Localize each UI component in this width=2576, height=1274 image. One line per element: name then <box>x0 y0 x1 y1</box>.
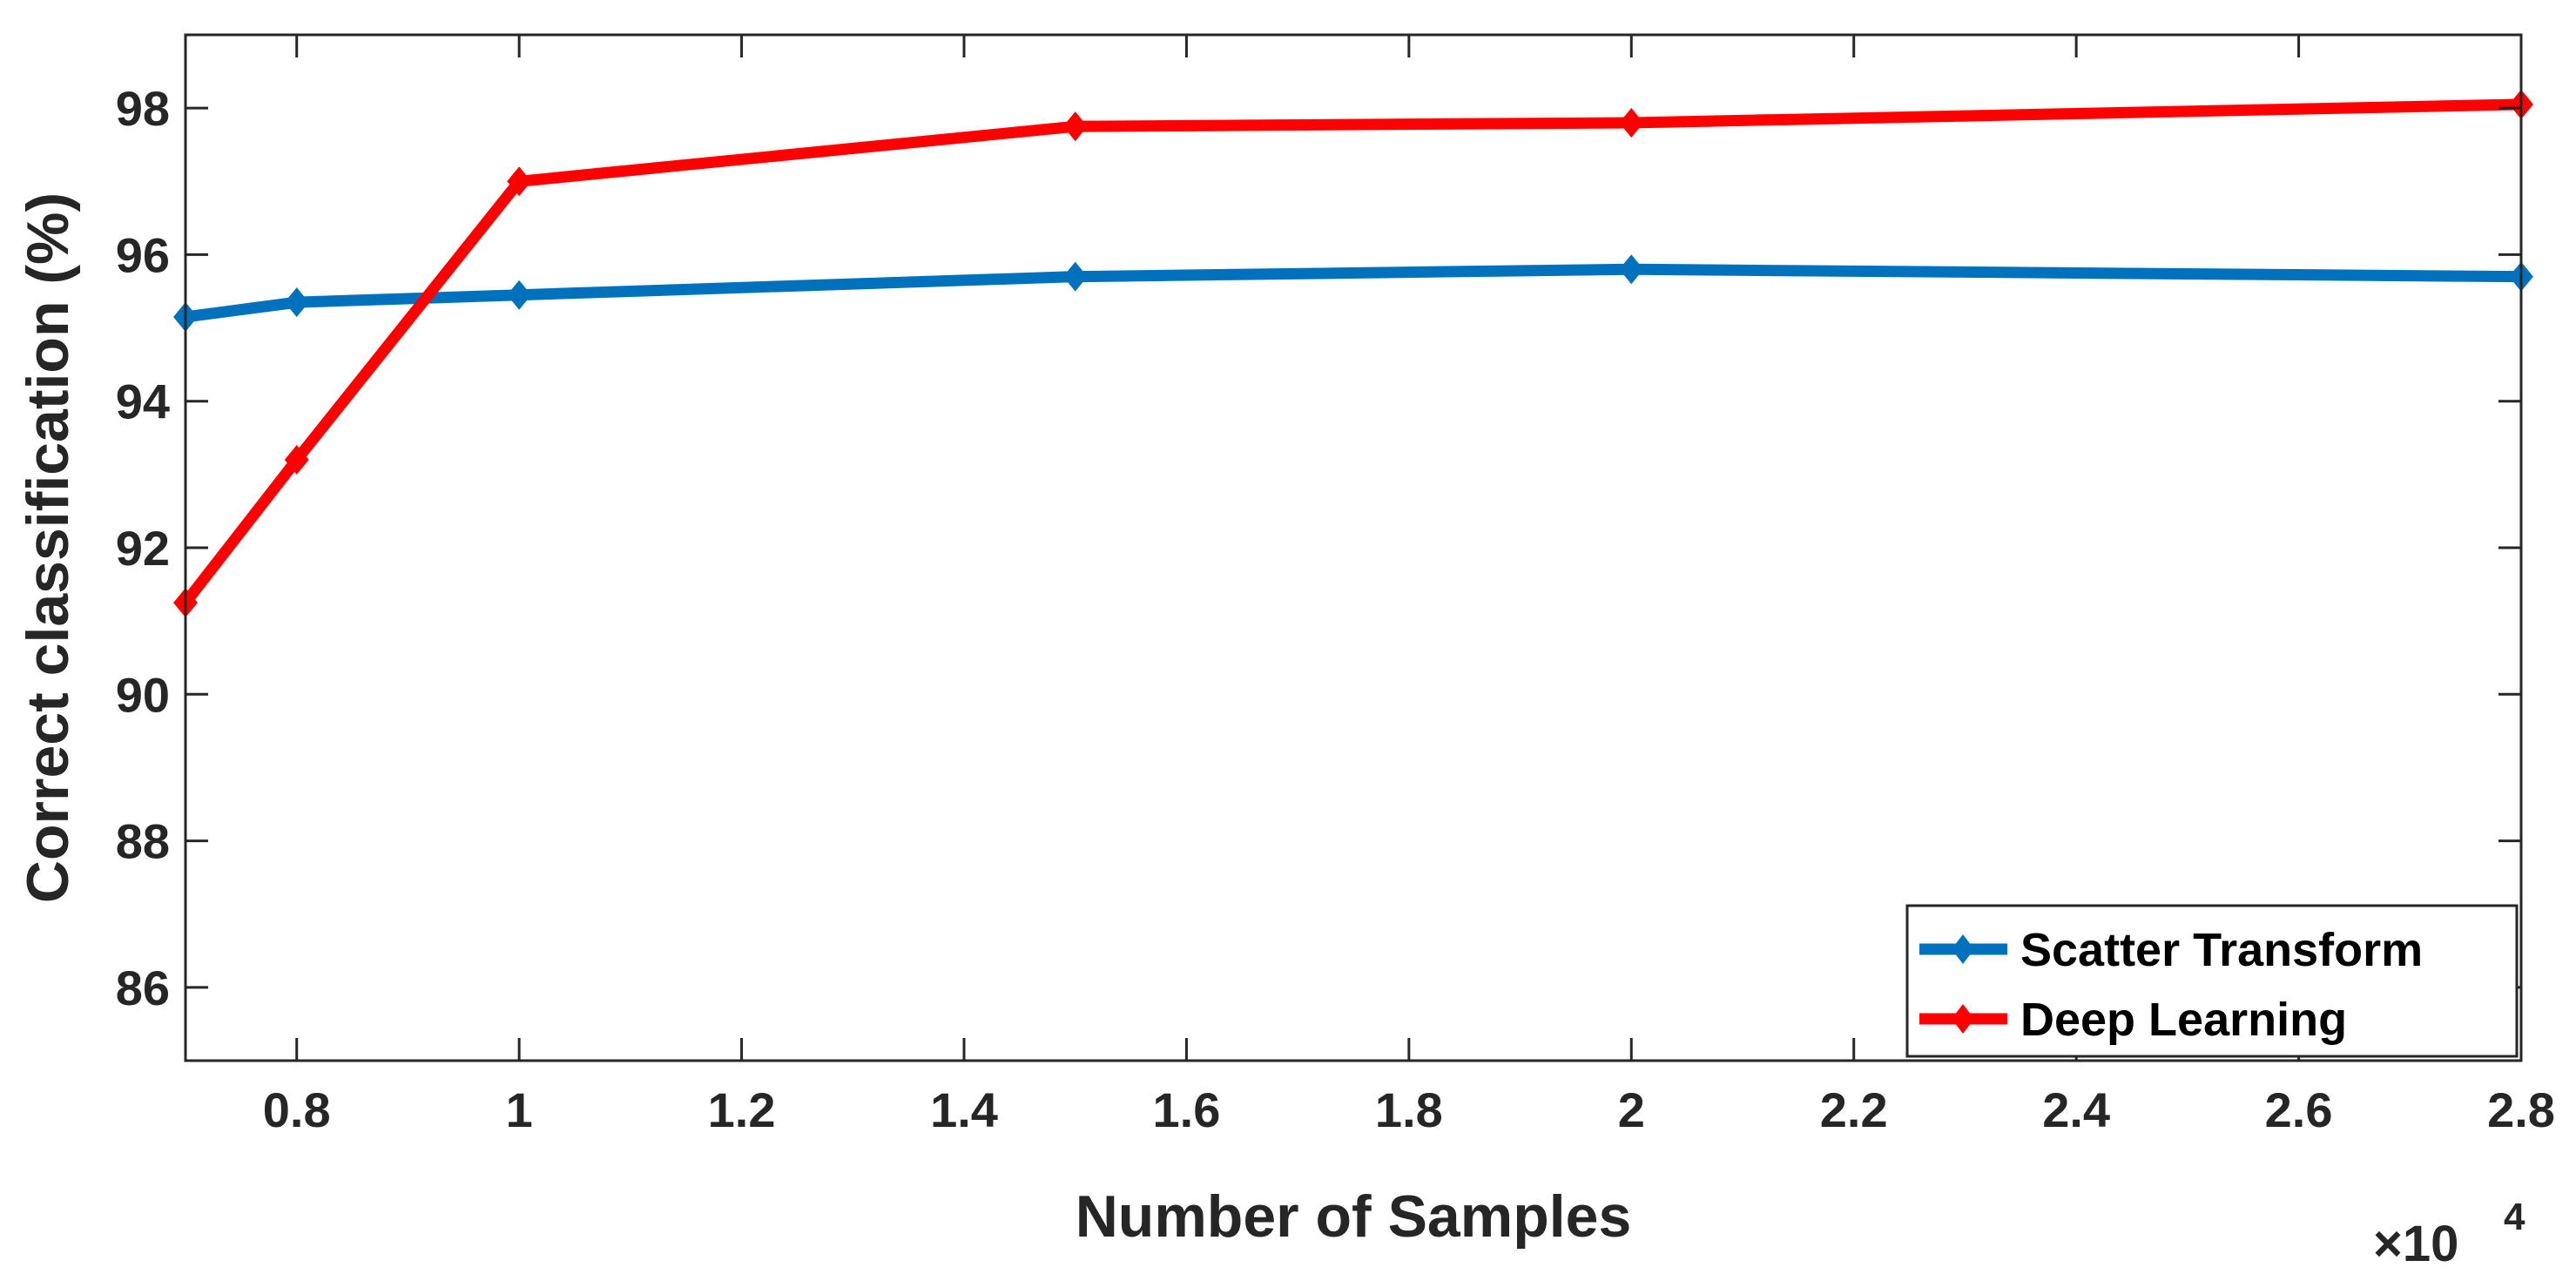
data-point-deep-learning <box>1062 111 1088 142</box>
x-tick-label: 2 <box>1618 1082 1645 1137</box>
series-line-deep-learning <box>180 98 2522 607</box>
x-tick-label: 0.8 <box>263 1082 331 1137</box>
legend-entry-deep-learning: Deep Learning <box>1919 994 2347 1046</box>
y-tick-label: 92 <box>116 521 170 576</box>
plot-area <box>185 35 2521 1061</box>
series-line-scatter-transform <box>185 263 2522 323</box>
legend-label-deep-learning: Deep Learning <box>2020 994 2347 1046</box>
legend-entry-scatter-transform: Scatter Transform <box>1919 924 2423 976</box>
x-tick-label: 2.8 <box>2487 1082 2555 1137</box>
legend-marker-scatter-transform <box>1952 934 1974 964</box>
legend-marker-deep-learning <box>1952 1004 1974 1034</box>
y-axis: 86 88 90 92 94 96 98 <box>116 81 2521 1015</box>
x-tick-label: 1.4 <box>930 1082 998 1137</box>
y-tick-label: 94 <box>116 374 170 429</box>
x-axis: 0.8 1 1.2 1.4 1.6 1.8 2 2.2 2.4 2.6 2.8 <box>263 35 2555 1137</box>
y-tick-label: 98 <box>116 81 170 136</box>
y-tick-label: 88 <box>116 814 170 869</box>
legend: Scatter Transform Deep Learning <box>1905 904 2519 1058</box>
x-tick-label: 1.8 <box>1375 1082 1443 1137</box>
x-tick-label: 1.2 <box>708 1082 776 1137</box>
legend-label-scatter-transform: Scatter Transform <box>2020 924 2423 976</box>
x-tick-label: 2.4 <box>2042 1082 2110 1137</box>
data-point-deep-learning <box>507 166 532 197</box>
x-tick-label: 1 <box>506 1082 533 1137</box>
y-tick-label: 86 <box>116 961 170 1015</box>
data-point-scatter-transform <box>507 280 532 310</box>
x-tick-label: 1.6 <box>1152 1082 1220 1137</box>
x-axis-title: Number of Samples <box>1076 1183 1632 1250</box>
data-point-scatter-transform <box>284 287 309 318</box>
data-point-scatter-transform <box>1062 261 1088 292</box>
y-tick-label: 90 <box>116 667 170 722</box>
y-axis-title: Correct classification (%) <box>15 192 81 903</box>
x-multiplier-text: ×10 <box>2373 1216 2458 1272</box>
x-exponent-label: ×10 4 <box>2373 1196 2525 1272</box>
y-tick-label: 96 <box>116 227 170 282</box>
data-point-scatter-transform <box>1619 254 1644 285</box>
data-point-deep-learning <box>284 445 309 475</box>
legend-box <box>1905 904 2519 1058</box>
x-multiplier-exponent: 4 <box>2504 1196 2525 1238</box>
data-point-deep-learning <box>1619 107 1644 138</box>
x-tick-label: 2.6 <box>2265 1082 2333 1137</box>
x-tick-label: 2.2 <box>1820 1082 1888 1137</box>
